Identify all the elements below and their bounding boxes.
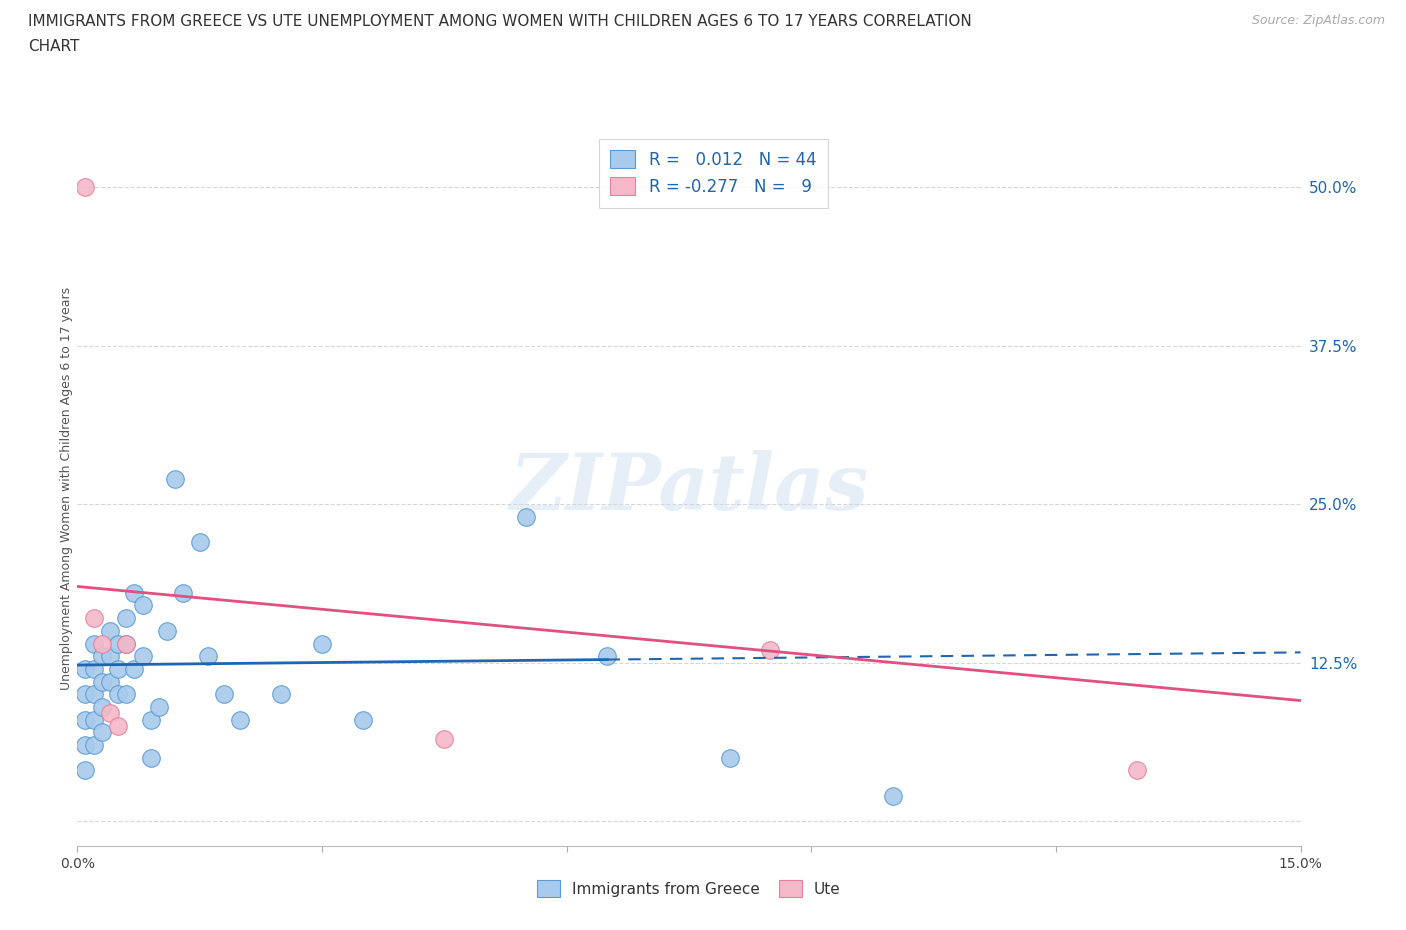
Point [83, 686, 105, 701]
Text: Source: ZipAtlas.com: Source: ZipAtlas.com [1251, 14, 1385, 27]
Point [98, 649, 121, 664]
Point [83, 611, 105, 626]
Point [107, 686, 129, 701]
Point [75, 179, 97, 194]
Point [98, 623, 121, 638]
Point [139, 751, 162, 765]
Point [124, 661, 146, 676]
Text: ZIPatlas: ZIPatlas [509, 450, 869, 526]
Point [718, 751, 741, 765]
Point [75, 661, 97, 676]
Point [75, 737, 97, 752]
Point [188, 535, 211, 550]
Point [98, 674, 121, 689]
Point [311, 636, 333, 651]
Point [83, 661, 105, 676]
Point [107, 719, 129, 734]
Point [83, 737, 105, 752]
Point [107, 661, 129, 676]
Point [90, 649, 112, 664]
Point [197, 649, 219, 664]
Point [139, 712, 162, 727]
Point [882, 788, 904, 803]
Point [75, 686, 97, 701]
Point [90, 724, 112, 739]
Text: IMMIGRANTS FROM GREECE VS UTE UNEMPLOYMENT AMONG WOMEN WITH CHILDREN AGES 6 TO 1: IMMIGRANTS FROM GREECE VS UTE UNEMPLOYME… [28, 14, 972, 29]
Point [124, 585, 146, 600]
Point [90, 699, 112, 714]
Text: CHART: CHART [28, 39, 80, 54]
Point [229, 712, 252, 727]
Point [596, 649, 619, 664]
Point [131, 649, 153, 664]
Point [75, 712, 97, 727]
Point [352, 712, 374, 727]
Point [115, 636, 138, 651]
Point [156, 623, 179, 638]
Point [270, 686, 292, 701]
Point [75, 763, 97, 777]
Point [1126, 763, 1149, 777]
Point [107, 636, 129, 651]
Point [115, 686, 138, 701]
Point [83, 712, 105, 727]
Y-axis label: Unemployment Among Women with Children Ages 6 to 17 years: Unemployment Among Women with Children A… [59, 286, 73, 690]
Legend: Immigrants from Greece, Ute: Immigrants from Greece, Ute [531, 874, 846, 903]
Point [98, 706, 121, 721]
Point [515, 510, 537, 525]
Point [131, 598, 153, 613]
Point [115, 636, 138, 651]
Point [212, 686, 235, 701]
Point [115, 611, 138, 626]
Point [165, 472, 187, 486]
Point [90, 674, 112, 689]
Point [83, 636, 105, 651]
Point [148, 699, 170, 714]
Point [90, 636, 112, 651]
Point [433, 731, 456, 746]
Point [172, 585, 194, 600]
Point [759, 643, 782, 658]
